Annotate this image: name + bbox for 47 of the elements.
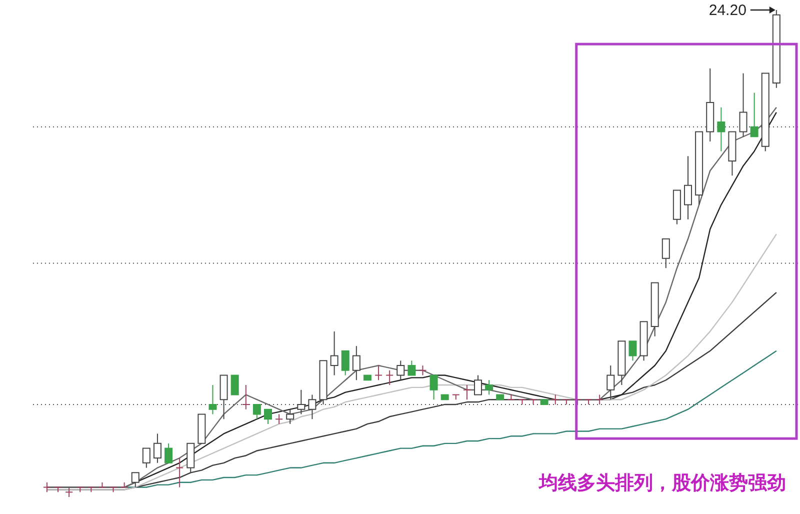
candlestick <box>684 156 692 220</box>
candlestick <box>739 72 748 138</box>
candlestick <box>717 106 726 152</box>
candlestick <box>65 486 74 498</box>
candlestick <box>164 442 173 464</box>
candlestick <box>352 346 360 381</box>
candlestick <box>120 482 128 488</box>
candlestick <box>485 380 494 396</box>
candlestick <box>518 399 526 405</box>
candlestick <box>418 365 427 376</box>
candlestick <box>374 365 383 381</box>
candlestick <box>474 374 482 396</box>
candlestick <box>507 394 516 400</box>
candlestick <box>462 384 471 400</box>
candlestick <box>308 394 316 420</box>
candlestick <box>286 408 294 424</box>
annotation: 均线多头排列，股价涨势强劲 <box>539 471 786 496</box>
candlestick <box>430 374 438 400</box>
candlestick <box>330 330 338 376</box>
candlestick <box>662 238 670 269</box>
candlestick <box>341 350 350 376</box>
candlestick <box>606 365 615 400</box>
candlestick <box>551 394 560 405</box>
candlestick <box>529 399 538 405</box>
candlestick <box>297 389 306 415</box>
candlestick <box>408 360 416 376</box>
candlestick <box>242 384 250 410</box>
candlestick <box>208 384 217 415</box>
candlestick <box>584 399 593 405</box>
candlestick <box>396 360 405 381</box>
candlestick <box>252 404 261 420</box>
annotation: 24.20 <box>708 2 746 19</box>
candlestick <box>98 482 106 488</box>
candlestick <box>628 340 637 362</box>
candlestick <box>386 370 394 386</box>
candlestick <box>131 472 140 488</box>
candlestick <box>596 394 604 405</box>
candlestick <box>562 399 570 405</box>
candlestick <box>452 394 460 400</box>
candlestick <box>153 433 162 464</box>
candlestick <box>142 448 150 468</box>
candlestick <box>42 482 51 493</box>
candlestick <box>750 92 758 138</box>
candlestick <box>176 458 184 488</box>
candlestick <box>275 414 284 424</box>
candlestick <box>230 374 239 396</box>
candlestick <box>264 408 272 424</box>
